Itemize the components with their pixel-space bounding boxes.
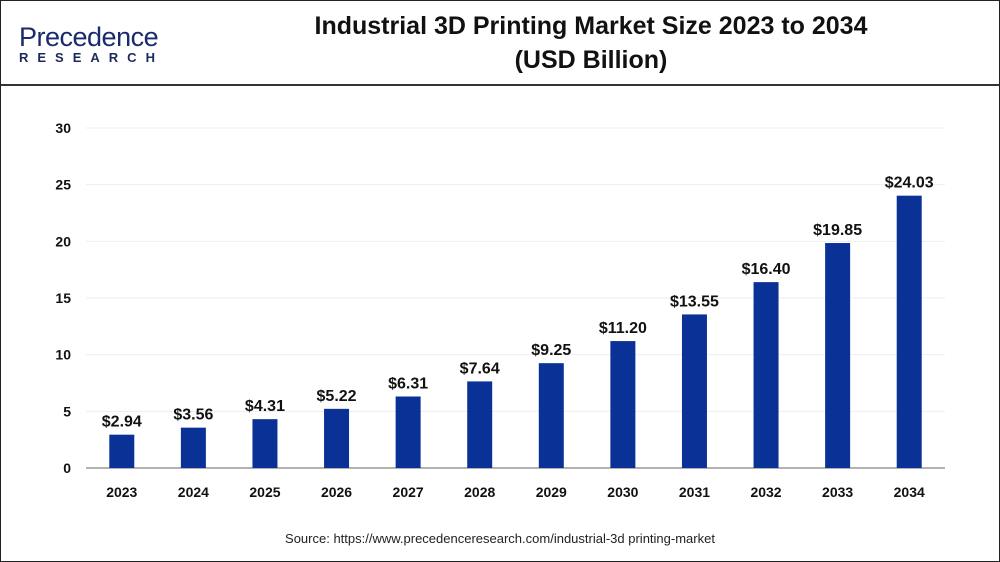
bar (681, 314, 707, 468)
bar (180, 427, 206, 468)
bar (395, 396, 421, 468)
x-tick-label: 2031 (679, 484, 710, 500)
bar (896, 195, 922, 468)
chart-title: Industrial 3D Printing Market Size 2023 … (251, 9, 931, 77)
bar (467, 381, 493, 468)
logo: Precedence RESEARCH (19, 23, 164, 65)
y-tick-label: 20 (55, 233, 71, 249)
x-tick-label: 2025 (249, 484, 280, 500)
data-label: $9.25 (531, 342, 571, 359)
data-label: $2.94 (102, 414, 142, 431)
bar (109, 434, 135, 468)
data-label: $4.31 (245, 398, 285, 415)
data-label: $5.22 (317, 388, 357, 405)
bar (324, 408, 350, 468)
y-tick-label: 25 (55, 177, 71, 193)
y-tick-label: 30 (55, 120, 71, 136)
bar (753, 282, 779, 468)
logo-line1: Precedence (19, 22, 159, 52)
x-tick-label: 2023 (106, 484, 137, 500)
x-tick-label: 2028 (464, 484, 495, 500)
bar (252, 419, 278, 468)
y-tick-label: 15 (55, 290, 71, 306)
logo-line2: RESEARCH (19, 50, 164, 65)
source-note: Source: https://www.precedenceresearch.c… (285, 531, 715, 546)
x-tick-label: 2034 (894, 484, 925, 500)
bar (825, 243, 851, 468)
y-tick-label: 0 (63, 460, 71, 476)
x-tick-label: 2030 (607, 484, 638, 500)
x-tick-label: 2029 (536, 484, 567, 500)
data-label: $13.55 (670, 293, 719, 310)
title-text: Industrial 3D Printing Market Size 2023 … (314, 12, 868, 40)
bar (610, 341, 636, 468)
bar (538, 363, 564, 468)
data-label: $3.56 (173, 407, 213, 424)
data-label: $11.20 (599, 320, 647, 337)
data-label: $24.03 (885, 175, 934, 192)
data-label: $19.85 (813, 222, 862, 239)
header: Precedence RESEARCH Industrial 3D Printi… (1, 1, 999, 86)
data-label: $16.40 (742, 261, 791, 278)
x-tick-label: 2032 (750, 484, 781, 500)
x-tick-label: 2026 (321, 484, 352, 500)
y-tick-label: 10 (55, 347, 71, 363)
x-tick-label: 2024 (178, 484, 209, 500)
subtitle-text: (USD Billion) (514, 46, 668, 74)
x-tick-label: 2033 (822, 484, 853, 500)
data-label: $7.64 (460, 360, 500, 377)
data-label: $6.31 (388, 375, 428, 392)
x-tick-label: 2027 (393, 484, 424, 500)
y-tick-label: 5 (63, 403, 71, 419)
